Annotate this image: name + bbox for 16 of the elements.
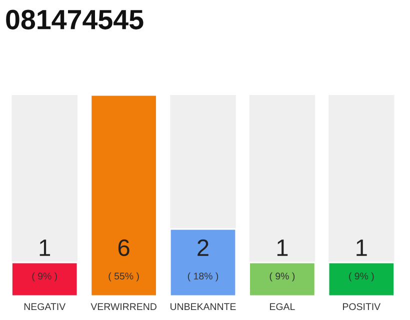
annotation: ( 9% ): [32, 272, 57, 282]
data-label: 1: [356, 240, 367, 256]
x-tick-label: VERWIRREND: [90, 303, 156, 310]
annotation: ( 55% ): [108, 272, 139, 282]
annotation: ( 9% ): [270, 272, 295, 282]
data-label: 1: [40, 240, 50, 256]
chart-title: 081474545: [6, 10, 144, 30]
data-label: 1: [277, 240, 288, 256]
x-tick-label: EGAL: [270, 303, 295, 310]
data-label: 2: [198, 239, 208, 256]
x-tick-label: POSITIV: [343, 303, 381, 310]
x-tick-label: UNBEKANNTE: [170, 303, 236, 310]
x-tick-label: NEGATIV: [24, 303, 66, 310]
annotation: ( 18% ): [188, 272, 218, 282]
data-label: 6: [118, 239, 130, 256]
annotation: ( 9% ): [349, 272, 374, 282]
